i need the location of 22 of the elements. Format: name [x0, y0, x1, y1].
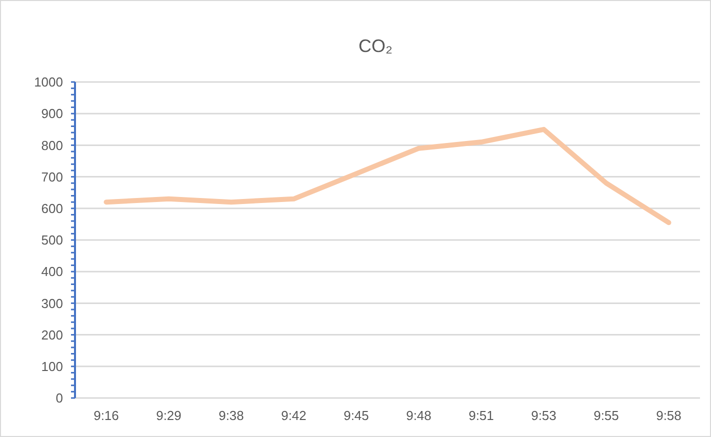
x-tick-label: 9:58 [656, 408, 682, 423]
y-tick-label: 400 [41, 264, 63, 280]
x-tick-label: 9:16 [94, 408, 119, 423]
x-tick-label: 9:38 [218, 408, 244, 423]
chart-title: CO₂ [358, 36, 392, 56]
x-tick-label: 9:42 [281, 408, 306, 423]
x-tick-label: 9:51 [468, 408, 494, 423]
y-tick-label: 500 [41, 232, 63, 248]
y-tick-label: 300 [41, 296, 63, 311]
y-tick-label: 1000 [34, 74, 63, 90]
y-tick-label: 800 [41, 138, 63, 153]
y-tick-label: 0 [56, 390, 63, 406]
y-tick-label: 100 [41, 358, 63, 374]
y-tick-label: 700 [41, 169, 63, 184]
x-tick-label: 9:55 [594, 408, 619, 423]
x-tick-label: 9:29 [156, 408, 182, 423]
x-tick-label: 9:45 [344, 408, 369, 423]
x-tick-label: 9:48 [406, 408, 432, 423]
y-tick-label: 900 [41, 106, 63, 122]
y-tick-label: 600 [41, 200, 63, 216]
x-tick-label: 9:53 [531, 408, 556, 423]
y-tick-label: 200 [41, 327, 63, 342]
